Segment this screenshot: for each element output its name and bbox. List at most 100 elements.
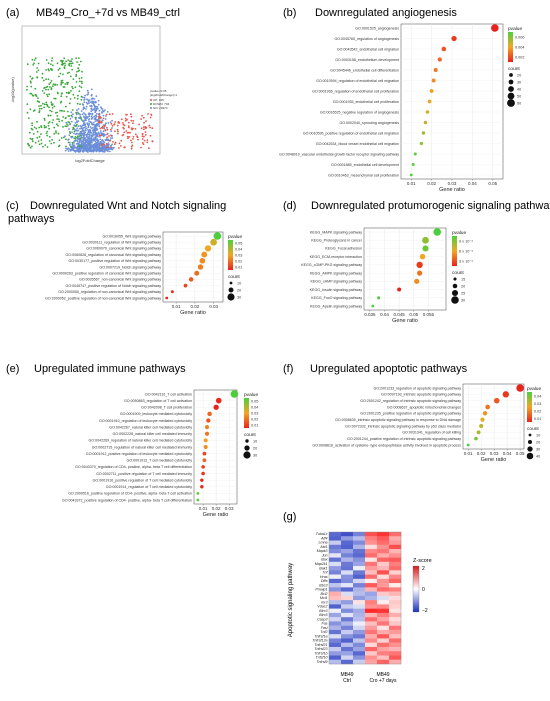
term-label: GO:0008616_activation of cysteine- type …	[312, 443, 461, 447]
volcano-point-ns	[78, 137, 80, 140]
panel-a: (a) MB49_Cro_+7d vs MB49_ctrl pvalue<0.0…	[6, 7, 180, 163]
volcano-point-ns	[95, 149, 98, 151]
volcano-point-ns	[101, 139, 104, 142]
volcano-point-ns	[87, 126, 90, 129]
volcano-point-down	[53, 141, 55, 144]
heatmap-cell	[365, 544, 378, 550]
volcano-point-up	[113, 143, 116, 146]
volcano-point-down	[53, 126, 56, 129]
volcano-point-ns	[84, 118, 87, 121]
volcano-point-ns	[84, 124, 86, 126]
heatmap-cell	[389, 629, 402, 635]
volcano-point-down	[26, 103, 29, 106]
volcano-point-ns	[77, 144, 79, 147]
volcano-point-ns	[107, 122, 110, 124]
volcano-point-down	[80, 117, 82, 119]
volcano-point-ns	[104, 118, 107, 120]
volcano-point-ns	[82, 112, 85, 114]
heatmap-gene-label: Bbc3	[319, 583, 327, 587]
heatmap-cell	[329, 600, 342, 605]
volcano-point-up	[127, 137, 129, 140]
heatmap-cell	[377, 561, 390, 567]
volcano-point-ns	[88, 149, 91, 151]
term-label: GO:0042267_natural killer cell mediated …	[109, 425, 192, 429]
heatmap-cell	[341, 566, 354, 571]
panel-a-title: MB49_Cro_+7d vs MB49_ctrl	[36, 7, 180, 19]
count-legend-dot	[509, 73, 513, 77]
volcano-point-down	[75, 57, 77, 59]
volcano-point-down	[64, 64, 66, 67]
heatmap-cell	[341, 604, 354, 609]
heatmap-cell	[377, 608, 390, 614]
volcano-point-down	[60, 109, 63, 112]
heatmap-cell	[341, 600, 354, 605]
volcano-point-down	[58, 139, 61, 142]
term-label: GO:0090263_positive regulation of canoni…	[52, 272, 161, 276]
heatmap-cell	[365, 574, 378, 580]
volcano-point-down	[81, 119, 83, 121]
pvalue-tick-label: 0.02	[235, 260, 242, 264]
volcano-point-down	[69, 75, 72, 78]
panel-c-title-line1: Downregulated Wnt and Notch signaling	[30, 200, 226, 212]
volcano-point-down	[69, 60, 71, 63]
volcano-point-up	[122, 122, 124, 124]
heatmap-cell	[389, 587, 402, 592]
volcano-point-up	[129, 131, 131, 134]
volcano-point-down	[60, 95, 63, 98]
volcano-point-up	[120, 145, 122, 147]
volcano-point-up	[136, 135, 138, 138]
volcano-point-down	[41, 90, 44, 92]
pvalue-legend-title: pvalue	[244, 392, 258, 398]
volcano-point-down	[49, 81, 52, 84]
count-tick-label: 30	[253, 454, 257, 458]
term-dot	[204, 431, 210, 436]
volcano-point-ns	[78, 141, 81, 144]
panel-c-dotplot: 0.01 0.02 0.03 GO:0016055_Wnt signaling pat…	[45, 231, 242, 316]
term-dot	[203, 438, 208, 443]
volcano-point-ns	[94, 124, 96, 126]
volcano-point-ns	[102, 150, 104, 153]
heatmap-cell	[341, 591, 354, 597]
volcano-point-ns	[93, 118, 96, 120]
volcano-legend-2: |log2FoldChange|>1	[150, 93, 177, 97]
volcano-point-down	[40, 133, 42, 136]
zscore-tick-mid: 0	[422, 587, 425, 593]
heatmap-cell	[365, 549, 378, 554]
term-dot	[433, 228, 442, 236]
volcano-point-ns	[84, 128, 87, 130]
volcano-point-ns	[90, 105, 93, 108]
count-legend-dot	[527, 439, 533, 445]
volcano-point-down	[48, 106, 50, 109]
heatmap-cell	[389, 591, 402, 597]
volcano-point-up	[127, 121, 130, 124]
heatmap-cell	[365, 570, 378, 575]
term-label: GO:0002711_positive regulation of T cell…	[96, 472, 192, 476]
volcano-point-up	[117, 132, 119, 135]
heatmap-cell	[377, 532, 390, 537]
volcano-point-ns	[88, 123, 91, 125]
volcano-point-down	[66, 123, 68, 125]
volcano-point-ns	[107, 142, 110, 145]
volcano-point-up	[146, 141, 149, 144]
pvalue-tick-label: 0.002	[515, 56, 525, 60]
heatmap-gene-label: Tnfrsf23	[314, 647, 327, 651]
panel-d-title: Downregulated protumorogenic signaling p…	[311, 200, 550, 212]
volcano-point-ns	[95, 112, 98, 115]
heatmap-cell	[377, 591, 390, 597]
volcano-point-up	[106, 128, 109, 131]
volcano-point-up	[100, 134, 103, 137]
volcano-point-down	[45, 88, 47, 91]
volcano-point-ns	[98, 125, 101, 128]
heatmap-cell	[389, 549, 402, 554]
zscore-tick-top: 2	[422, 566, 425, 572]
volcano-point-ns	[80, 146, 83, 149]
volcano-point-down	[68, 62, 71, 65]
volcano-point-ns	[95, 95, 98, 98]
volcano-point-up	[149, 126, 152, 129]
heatmap-gene-label: Mapk3	[317, 549, 328, 553]
term-dot	[194, 270, 200, 276]
volcano-point-ns	[77, 108, 80, 110]
volcano-point-ns	[101, 119, 104, 122]
volcano-point-ns	[86, 103, 89, 105]
volcano-legend-no: NO: 20374	[153, 106, 168, 110]
